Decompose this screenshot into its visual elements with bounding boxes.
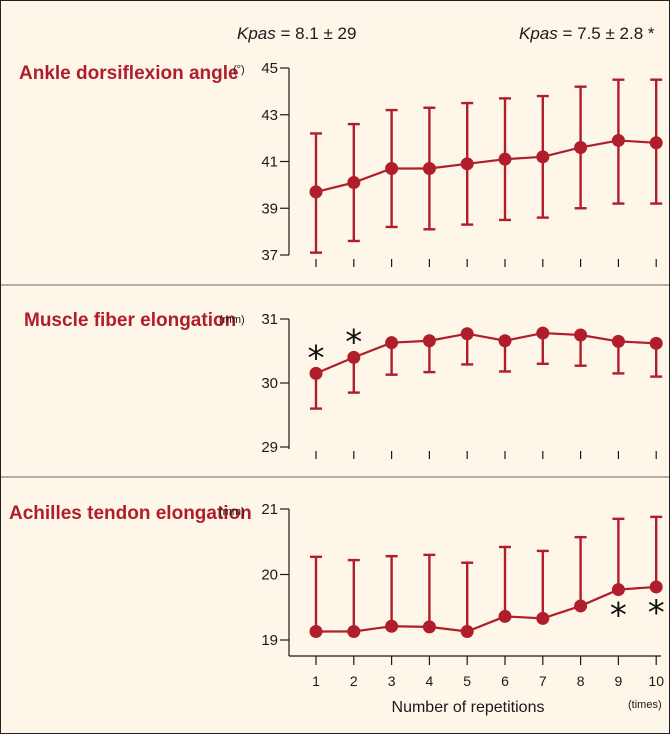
data-point xyxy=(347,350,361,364)
x-tick-label: 2 xyxy=(350,673,358,689)
data-point xyxy=(385,619,399,633)
x-tick-label: 1 xyxy=(312,673,320,689)
data-point xyxy=(422,620,436,634)
y-tick-label: 41 xyxy=(261,154,278,171)
x-tick-label: 10 xyxy=(648,673,664,689)
x-tick-label: 5 xyxy=(463,673,471,689)
y-tick-label: 45 xyxy=(261,60,278,77)
data-point xyxy=(649,336,663,350)
x-tick-label: 6 xyxy=(501,673,509,689)
data-point xyxy=(309,185,323,199)
data-point xyxy=(498,334,512,348)
significance-star: * xyxy=(610,596,627,636)
data-point xyxy=(460,327,474,341)
y-unit: (°) xyxy=(233,64,245,76)
x-tick-label: 3 xyxy=(388,673,396,689)
data-point xyxy=(460,624,474,638)
panels: Ankle dorsiflexion angle(°)3739414345Mus… xyxy=(1,60,669,716)
data-point xyxy=(385,336,399,350)
panel-1: Ankle dorsiflexion angle(°) 37 39 41 43 45 xyxy=(1,60,669,286)
y-unit: (mm) xyxy=(219,506,245,518)
data-point xyxy=(536,611,550,625)
data-point xyxy=(347,624,361,638)
x-axis: 1 2 3 4 5 6 7 8 9 10 Number of repetitions (times) xyxy=(312,673,664,716)
kpas-right: Kpas = 7.5 ± 2.8 * xyxy=(519,24,655,43)
y-tick-label: 29 xyxy=(261,439,278,456)
data-point xyxy=(574,328,588,342)
x-tick-label: 4 xyxy=(426,673,434,689)
series-line xyxy=(315,139,657,193)
significance-star: * xyxy=(648,593,665,633)
data-point xyxy=(611,334,625,348)
data-point xyxy=(498,152,512,166)
x-tick-label: 7 xyxy=(539,673,547,689)
y-tick-label: 31 xyxy=(261,311,278,328)
data-point xyxy=(536,326,550,340)
y-unit: (mm) xyxy=(219,314,245,326)
panel-title: Muscle fiber elongation xyxy=(24,310,236,331)
y-tick-label: 20 xyxy=(261,567,278,584)
x-axis-label: Number of repetitions xyxy=(392,699,545,716)
x-unit: (times) xyxy=(628,699,662,711)
panel-2: Muscle fiber elongation(mm) 29 30 31 * * xyxy=(1,310,669,478)
series-line xyxy=(315,331,657,375)
panel-3: Achilles tendon elongation(mm) 19 20 21 * * xyxy=(9,501,665,665)
series-line xyxy=(316,585,657,633)
significance-star: * xyxy=(308,338,325,378)
y-tick-label: 37 xyxy=(261,247,278,264)
data-point xyxy=(498,609,512,623)
kpas-left: Kpas = 8.1 ± 29 xyxy=(237,24,356,43)
panel-title: Achilles tendon elongation xyxy=(9,503,252,524)
data-point xyxy=(611,133,625,147)
data-point xyxy=(385,162,399,176)
data-point xyxy=(422,334,436,348)
data-point xyxy=(611,583,625,597)
y-tick-label: 39 xyxy=(261,200,278,217)
y-tick-label: 43 xyxy=(261,107,278,124)
data-point xyxy=(574,599,588,613)
y-tick-label: 30 xyxy=(261,375,278,392)
y-tick-label: 21 xyxy=(261,501,278,518)
y-tick-label: 19 xyxy=(261,632,278,649)
data-point xyxy=(649,136,663,150)
data-point xyxy=(309,624,323,638)
data-point xyxy=(422,162,436,176)
data-point xyxy=(309,366,323,380)
data-point xyxy=(460,157,474,171)
panel-title: Ankle dorsiflexion angle xyxy=(19,63,239,84)
data-point xyxy=(574,140,588,154)
data-point xyxy=(649,580,663,594)
x-tick-label: 9 xyxy=(615,673,623,689)
data-point xyxy=(536,150,550,164)
significance-star: * xyxy=(345,322,362,362)
data-point xyxy=(347,176,361,190)
x-tick-label: 8 xyxy=(577,673,585,689)
